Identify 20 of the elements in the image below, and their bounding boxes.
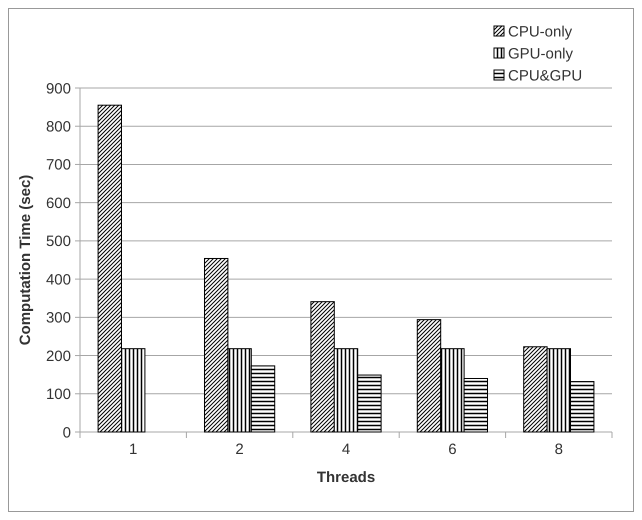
y-tick-label: 400 — [46, 271, 71, 288]
x-tick-label: 1 — [129, 441, 138, 458]
y-tick-label: 100 — [46, 386, 71, 404]
x-tick-label: 8 — [554, 441, 563, 458]
x-tick-label: 2 — [235, 441, 244, 458]
y-tick-label: 800 — [46, 118, 71, 136]
x-tick-label: 4 — [342, 441, 350, 458]
x-axis-title: Threads — [316, 469, 376, 486]
y-axis-title: Computation Time (sec) — [17, 174, 34, 346]
y-tick-label: 500 — [46, 233, 71, 250]
legend-label: CPU-only — [508, 23, 573, 40]
legend-label: GPU-only — [508, 45, 574, 62]
y-tick-label: 600 — [46, 194, 71, 212]
x-tick-label: 6 — [448, 441, 457, 458]
y-tick-label: 700 — [46, 156, 71, 174]
y-tick-label: 900 — [46, 80, 71, 98]
y-tick-label: 200 — [46, 348, 71, 365]
y-tick-label: 300 — [46, 310, 71, 327]
y-tick-label: 0 — [62, 424, 71, 442]
legend-label: CPU&GPU — [508, 67, 582, 84]
